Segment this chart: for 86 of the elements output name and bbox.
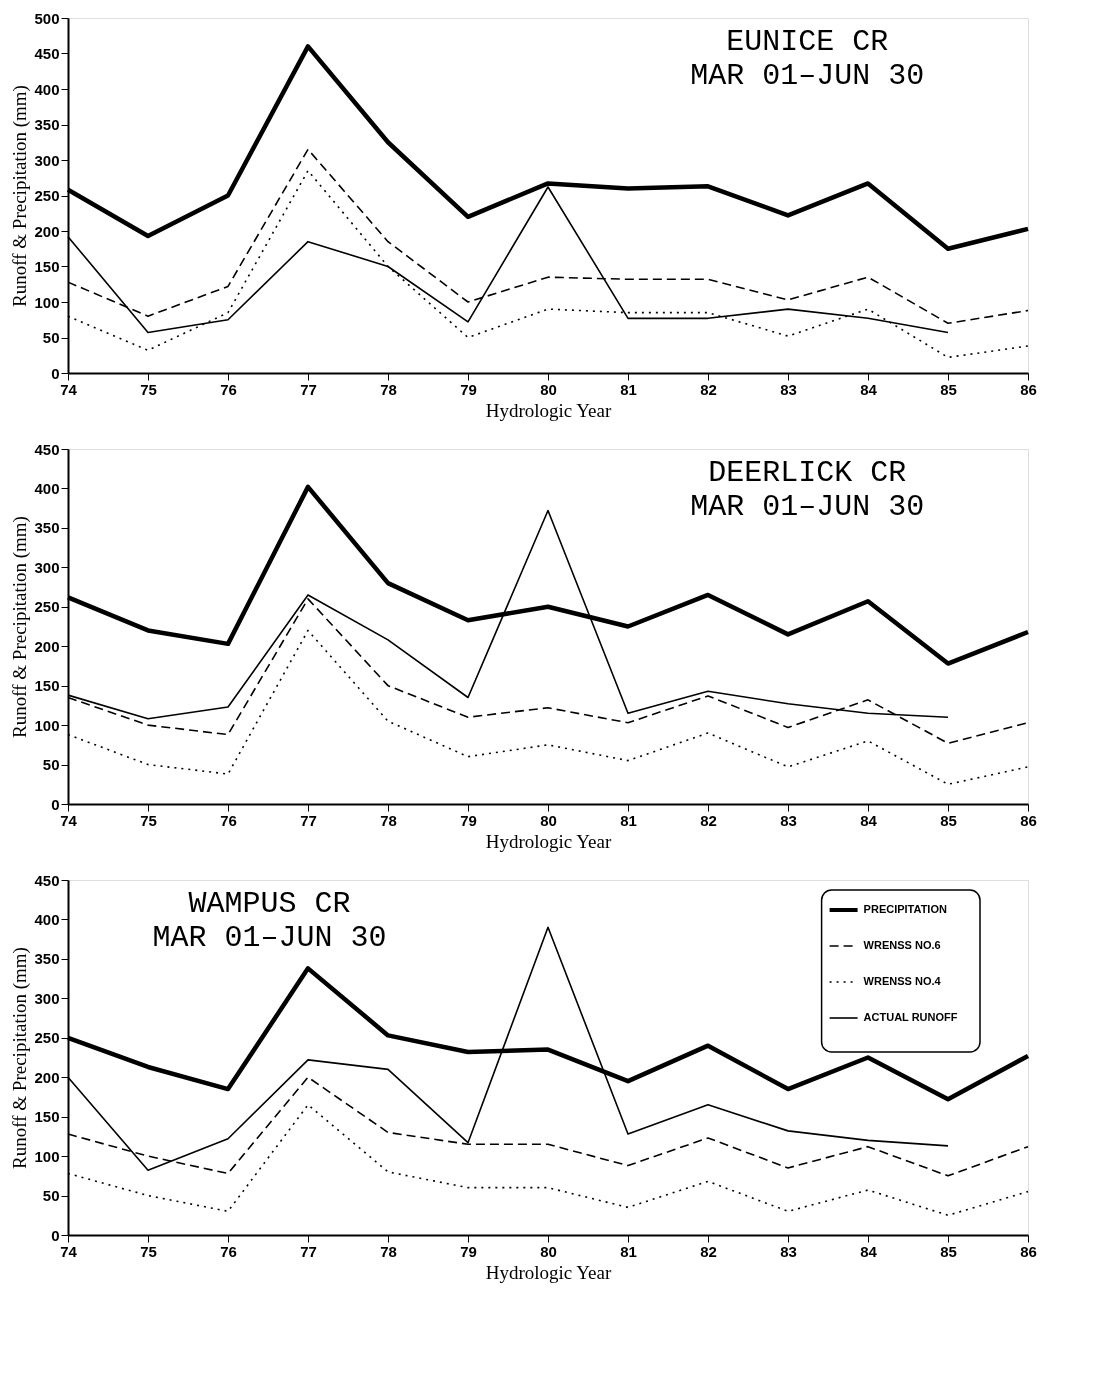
x-tick-label: 80 (540, 811, 557, 829)
y-tick-label: 150 (34, 1108, 60, 1126)
x-axis-title: Hydrologic Year (485, 830, 612, 852)
x-tick-label: 82 (700, 1242, 717, 1260)
x-tick-label: 79 (460, 1242, 477, 1260)
y-tick-label: 0 (51, 1226, 60, 1244)
y-tick-label: 200 (34, 637, 60, 655)
y-axis-title: Runoff & Precipitation (mm) (9, 947, 32, 1169)
x-tick-label: 76 (220, 1242, 237, 1260)
x-tick-label: 74 (60, 811, 78, 829)
x-tick-label: 75 (140, 380, 157, 398)
x-tick-label: 84 (860, 1242, 878, 1260)
x-tick-label: 75 (140, 811, 157, 829)
x-tick-label: 86 (1020, 380, 1037, 398)
y-tick-label: 350 (34, 950, 60, 968)
x-axis-title: Hydrologic Year (485, 399, 612, 421)
x-tick-label: 86 (1020, 811, 1037, 829)
text: MAR 01–JUN 30 (152, 921, 387, 955)
x-tick-label: 85 (940, 1242, 957, 1260)
x-tick-label: 86 (1020, 1242, 1037, 1260)
x-tick-label: 76 (220, 811, 237, 829)
x-tick-label: 81 (620, 1242, 637, 1260)
x-tick-label: 75 (140, 1242, 157, 1260)
legend-label: ACTUAL RUNOFF (863, 1011, 958, 1023)
y-tick-label: 250 (34, 187, 60, 204)
y-tick-label: 50 (42, 329, 60, 346)
x-tick-label: 84 (860, 380, 878, 398)
x-tick-label: 84 (860, 811, 878, 829)
y-tick-label: 0 (51, 795, 60, 813)
x-tick-label: 81 (620, 811, 637, 829)
y-tick-label: 350 (34, 116, 60, 133)
x-tick-label: 78 (380, 380, 397, 398)
x-tick-label: 78 (380, 811, 397, 829)
x-tick-label: 78 (380, 1242, 397, 1260)
x-tick-label: 76 (220, 380, 237, 398)
y-tick-label: 200 (34, 222, 60, 240)
y-tick-label: 100 (34, 293, 60, 311)
x-tick-label: 82 (700, 380, 717, 398)
x-tick-label: 74 (60, 380, 78, 398)
x-tick-label: 82 (700, 811, 717, 829)
x-axis-title: Hydrologic Year (485, 1261, 612, 1283)
y-tick-label: 150 (34, 677, 60, 695)
x-tick-label: 79 (460, 811, 477, 829)
y-tick-label: 350 (34, 519, 60, 537)
y-tick-label: 50 (42, 1187, 60, 1205)
y-tick-label: 250 (34, 1029, 60, 1047)
y-tick-label: 100 (34, 716, 60, 734)
chart-title: WAMPUS CR (188, 887, 351, 921)
x-tick-label: 83 (780, 811, 797, 829)
x-tick-label: 81 (620, 380, 637, 398)
y-tick-label: 300 (34, 151, 60, 169)
y-tick-label: 450 (34, 871, 60, 889)
y-tick-label: 450 (34, 440, 60, 458)
y-tick-label: 50 (42, 756, 60, 774)
x-tick-label: 85 (940, 380, 957, 398)
y-tick-label: 500 (34, 9, 60, 27)
x-tick-label: 83 (780, 1242, 797, 1260)
y-tick-label: 300 (34, 558, 60, 576)
text: MAR 01–JUN 30 (690, 490, 925, 524)
x-tick-label: 80 (540, 380, 557, 398)
y-tick-label: 400 (34, 910, 60, 928)
y-tick-label: 0 (51, 364, 60, 382)
text: MAR 01–JUN 30 (690, 59, 925, 93)
y-tick-label: 100 (34, 1147, 60, 1165)
y-axis-title: Runoff & Precipitation (mm) (9, 516, 32, 738)
y-tick-label: 400 (34, 479, 60, 497)
y-axis-title: Runoff & Precipitation (mm) (9, 85, 32, 307)
x-tick-label: 79 (460, 380, 477, 398)
y-tick-label: 250 (34, 598, 60, 616)
x-tick-label: 77 (300, 1242, 317, 1260)
y-tick-label: 400 (34, 80, 60, 98)
legend-label: WRENSS NO.4 (863, 975, 942, 987)
chart-title: DEERLICK CR (708, 456, 907, 490)
y-tick-label: 150 (34, 258, 60, 275)
x-tick-label: 74 (60, 1242, 78, 1260)
x-tick-label: 83 (780, 380, 797, 398)
x-tick-label: 80 (540, 1242, 557, 1260)
y-tick-label: 200 (34, 1068, 60, 1086)
legend-label: WRENSS NO.6 (863, 939, 941, 951)
chart-title: EUNICE CR (726, 25, 889, 59)
x-tick-label: 77 (300, 811, 317, 829)
y-tick-label: 300 (34, 989, 60, 1007)
legend-label: PRECIPITATION (863, 903, 947, 915)
y-tick-label: 450 (34, 45, 60, 62)
x-tick-label: 85 (940, 811, 957, 829)
x-tick-label: 77 (300, 380, 317, 398)
